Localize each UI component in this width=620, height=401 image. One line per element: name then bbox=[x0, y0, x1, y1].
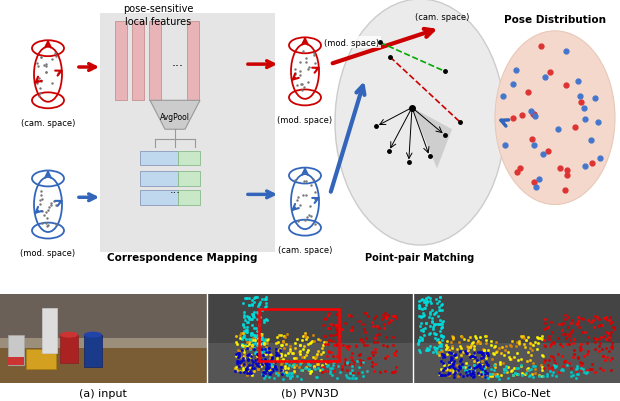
Bar bbox=[259, 309, 339, 361]
Bar bbox=[414, 295, 620, 383]
Bar bbox=[100, 14, 275, 253]
Bar bbox=[84, 335, 102, 367]
Text: (b) PVN3D: (b) PVN3D bbox=[281, 388, 339, 398]
Bar bbox=[178, 152, 200, 166]
Polygon shape bbox=[412, 108, 452, 169]
Text: pose-sensitive
local features: pose-sensitive local features bbox=[123, 4, 193, 27]
Bar bbox=[0, 295, 206, 383]
Ellipse shape bbox=[60, 332, 78, 338]
Polygon shape bbox=[150, 101, 200, 130]
Bar bbox=[206, 295, 414, 383]
Bar bbox=[187, 22, 199, 101]
Bar bbox=[206, 295, 414, 343]
Bar bbox=[178, 190, 200, 205]
Text: Point-pair Matching: Point-pair Matching bbox=[365, 253, 475, 263]
Text: (mod. space): (mod. space) bbox=[277, 115, 332, 124]
Text: (a) input: (a) input bbox=[79, 388, 127, 398]
Text: (cam. space): (cam. space) bbox=[278, 245, 332, 254]
Bar bbox=[132, 22, 144, 101]
Bar bbox=[60, 335, 78, 363]
Circle shape bbox=[495, 32, 615, 205]
Text: ...: ... bbox=[169, 184, 180, 194]
Bar bbox=[0, 348, 206, 383]
Bar bbox=[26, 349, 56, 369]
Bar bbox=[149, 22, 161, 101]
Circle shape bbox=[335, 0, 505, 245]
Bar bbox=[8, 335, 24, 365]
Bar bbox=[178, 172, 200, 186]
Bar bbox=[8, 357, 24, 365]
Text: (mod. space): (mod. space) bbox=[324, 38, 379, 48]
Text: (cam. space): (cam. space) bbox=[21, 118, 75, 128]
Bar bbox=[140, 152, 178, 166]
Text: Correspondence Mapping: Correspondence Mapping bbox=[107, 253, 257, 263]
Text: (c) BiCo-Net: (c) BiCo-Net bbox=[483, 388, 551, 398]
Text: (mod. space): (mod. space) bbox=[20, 248, 76, 257]
Bar bbox=[140, 190, 178, 205]
Bar bbox=[0, 295, 206, 338]
Bar bbox=[140, 172, 178, 186]
Bar bbox=[42, 308, 57, 353]
Bar bbox=[414, 295, 620, 343]
Text: Pose Distribution: Pose Distribution bbox=[504, 14, 606, 24]
Text: AvgPool: AvgPool bbox=[160, 112, 190, 122]
Ellipse shape bbox=[84, 332, 102, 338]
Bar bbox=[115, 22, 127, 101]
Text: (cam. space): (cam. space) bbox=[415, 13, 469, 22]
Text: ...: ... bbox=[172, 56, 184, 69]
